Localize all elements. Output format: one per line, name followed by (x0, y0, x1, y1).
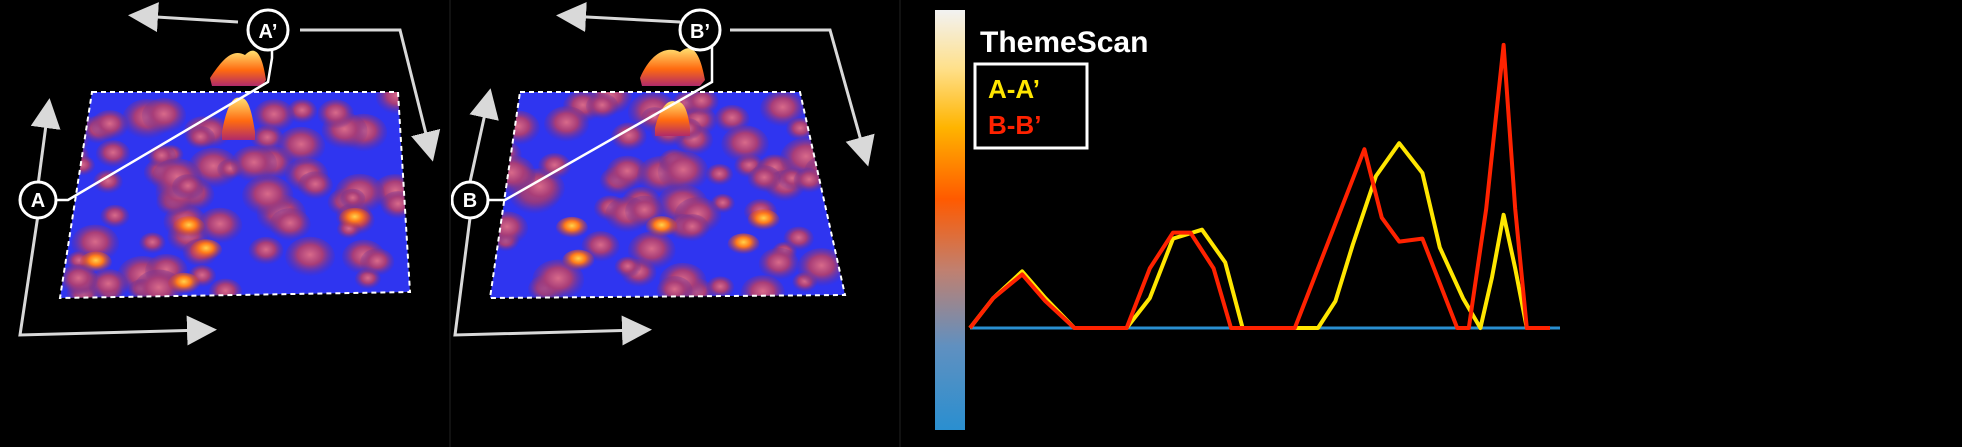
surface-bump-b (656, 276, 693, 298)
surface-bump-a-hot (338, 207, 371, 230)
surface-bump-b (538, 153, 572, 180)
scan-start-label-b: B (463, 190, 477, 212)
surface-bumps-a (60, 92, 410, 298)
surface-bump-b (721, 125, 769, 164)
surface-bump-a (285, 236, 335, 277)
surface-bump-a (139, 232, 166, 254)
surface-bump-b (760, 92, 806, 127)
surface-bump-a (269, 208, 311, 241)
surface-bump-b (793, 168, 825, 193)
scan-start-marker-a: A (18, 180, 58, 220)
surface-peak-b (640, 48, 705, 86)
axis-arrow-a (30, 98, 61, 186)
surface-bump-a (253, 99, 295, 133)
surface-bump-b-hot (727, 233, 760, 256)
chart-legend-box (973, 62, 1089, 150)
surface-bump-a (91, 110, 129, 140)
surface-bump-b (706, 276, 735, 298)
themescan-chart: ThemeScan A-A’ B-B’ (935, 10, 1560, 430)
scan-start-label-a: A (31, 190, 45, 212)
surface-bump-b-hot (645, 216, 678, 239)
surface-bump-a (340, 188, 366, 209)
legend-entry-b: B-B’ (988, 110, 1041, 140)
surface-border-b (488, 91, 847, 300)
surface-bump-a (93, 170, 123, 194)
chart-title: ThemeScan (980, 26, 1148, 59)
surface-bump-b (627, 231, 676, 270)
surface-bump-b (747, 165, 781, 193)
surface-bump-b-hot (555, 216, 588, 239)
axis-arrow-a (128, 2, 239, 33)
surface-peak-a (210, 50, 266, 86)
surface-bump-b-hot (747, 209, 780, 232)
surface-bump-a (141, 98, 187, 134)
surface-bump-b (585, 93, 619, 120)
surface-panel-b: B B’ (450, 1, 875, 346)
surface-bump-a (100, 204, 130, 229)
surface-bump-a (88, 269, 129, 298)
surface-bump-b (783, 226, 814, 251)
surface-bump-a-hot (167, 272, 200, 295)
surface-bump-a (248, 236, 284, 265)
surface-bump-b (657, 151, 709, 192)
surface-bump-b (816, 92, 845, 110)
surface-bump-b (797, 248, 845, 287)
surface-bump-a (297, 171, 333, 200)
scan-start-marker-b: B (450, 180, 490, 220)
surface-bump-a (277, 126, 326, 166)
surface-bump-b (496, 110, 540, 146)
surface-border-a (58, 91, 412, 300)
surface-bump-a (172, 174, 204, 200)
surface-bump-b (606, 155, 649, 190)
axis-arrow-a (18, 214, 217, 346)
axis-arrow-b (453, 217, 652, 346)
scan-line-b (470, 46, 714, 202)
surface-bump-a (69, 155, 96, 176)
chart-colorbar (935, 10, 965, 430)
surface-bump-a (231, 145, 277, 183)
surface-bump-b (684, 92, 719, 116)
surface-bump-a (197, 207, 243, 244)
surface-bump-b (610, 122, 647, 152)
surface-bump-b (705, 163, 734, 186)
surface-panel-a: A A’ (18, 2, 441, 346)
surface-bump-a (380, 191, 410, 220)
surface-bump-b (740, 275, 785, 298)
axis-arrow-b (468, 88, 499, 183)
surface-bump-a (208, 278, 243, 298)
surface-bumps-b (490, 92, 845, 298)
chart-legend: A-A’ B-B’ (988, 74, 1041, 140)
series-line-b (968, 42, 1550, 330)
surface-bump-b (758, 247, 799, 281)
axis-arrow-b (556, 1, 681, 32)
scan-end-label-a: A’ (259, 21, 278, 43)
axis-arrow-a (300, 28, 441, 162)
surface-bump-a-hot (172, 216, 205, 239)
chart-plot-area (968, 42, 1560, 330)
surface-bump-a (60, 109, 92, 135)
surface-peak-a (222, 97, 255, 140)
surface-bump-a (185, 126, 216, 150)
axis-arrow-b (730, 28, 875, 167)
surface-bump-a (95, 140, 131, 168)
scan-end-label-b: B’ (690, 21, 710, 43)
surface-bump-b-hot (562, 249, 595, 272)
surface-bump-b (490, 155, 536, 195)
surface-bump-b (675, 214, 710, 242)
scan-end-marker-b: B’ (678, 8, 722, 52)
surface-bump-a-hot (79, 251, 112, 274)
surface-bump-a (317, 99, 354, 129)
surface-bump-b (816, 121, 843, 144)
surface-bump-a (360, 248, 395, 276)
surface-bump-a (242, 175, 294, 217)
scan-line-a (38, 46, 274, 202)
surface-bump-b (490, 211, 529, 246)
surface-bump-b (544, 106, 589, 142)
surface-bump-a-hot (190, 239, 223, 262)
series-line-a (968, 141, 1550, 330)
legend-entry-a: A-A’ (988, 74, 1040, 104)
scan-end-marker-a: A’ (246, 8, 290, 52)
